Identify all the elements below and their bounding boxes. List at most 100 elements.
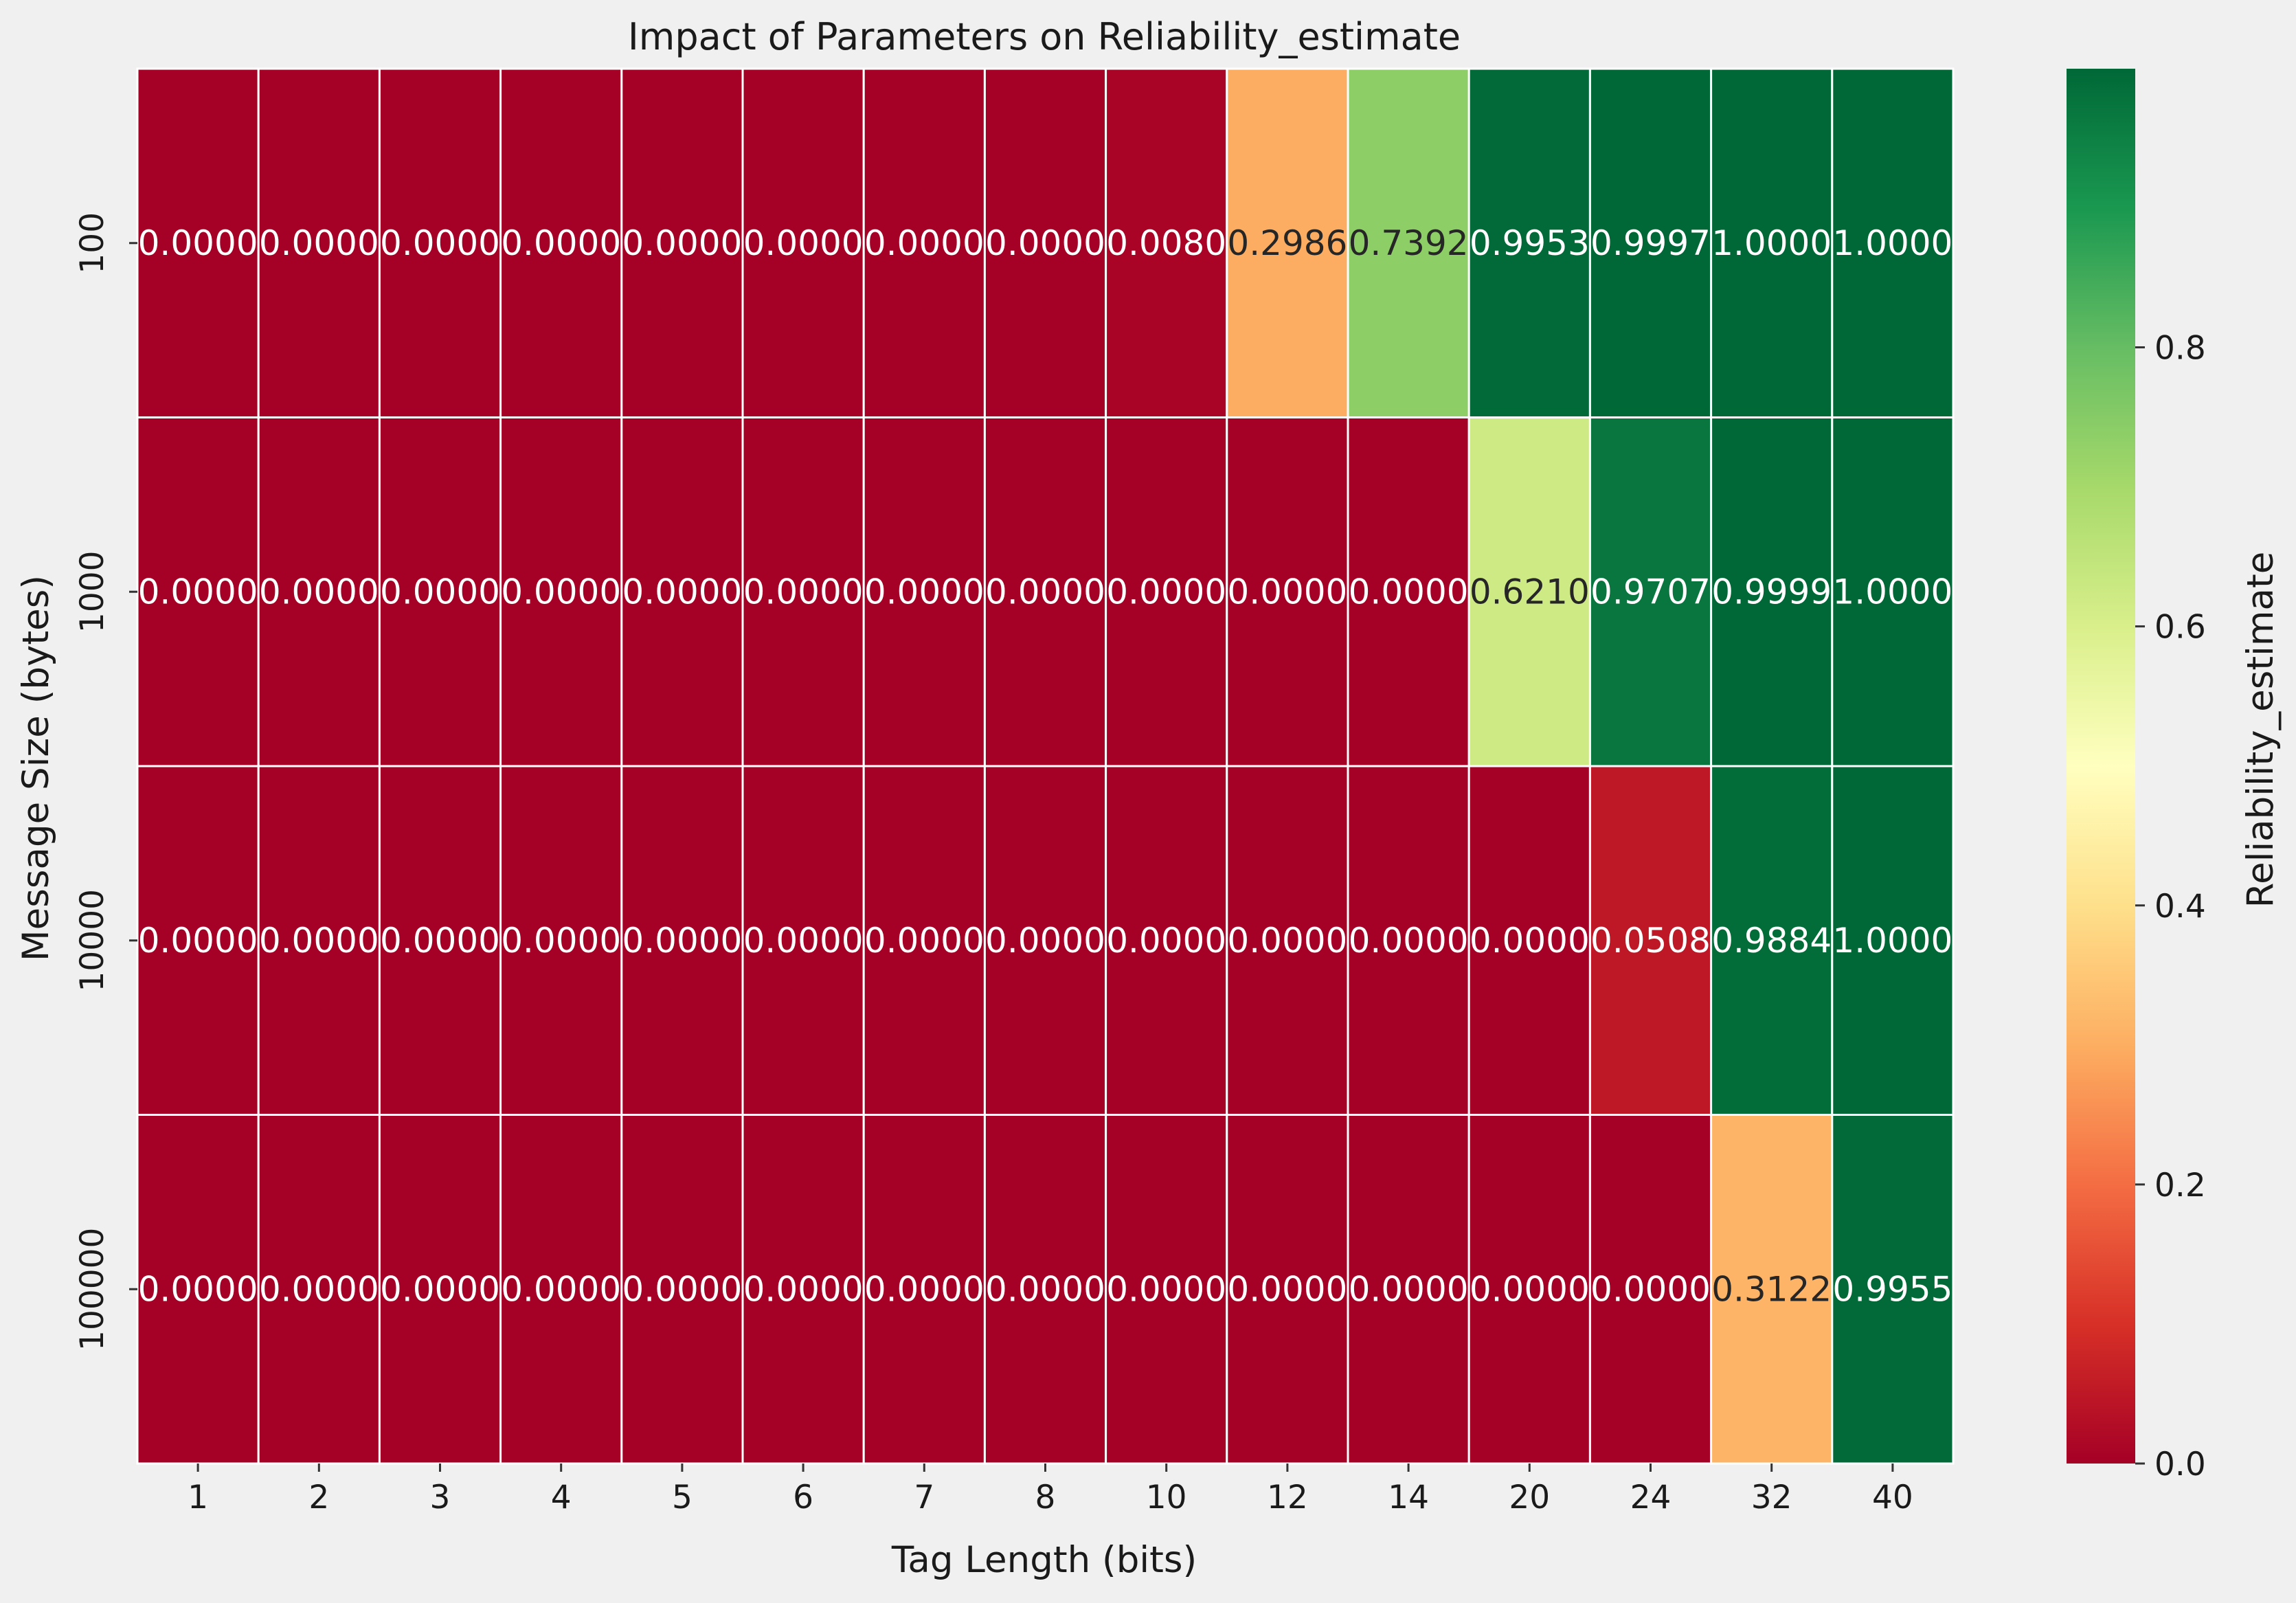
colorbar: 0.0 0.2 0.4 0.6 0.8 Reliability_estimate (2067, 69, 2282, 1483)
cell-value-label-r1-c14: 1.0000 (1832, 572, 1952, 612)
x-tick-label: 20 (1509, 1479, 1550, 1516)
heatmap-cell-r2-c4 (620, 765, 744, 1116)
cell-value-label-r1-c1: 0.0000 (259, 572, 379, 612)
cell-value-label-r2-c7: 0.0000 (985, 921, 1105, 961)
heatmap-cells: 0.0000 0.0000 0.0000 0.0000 0.0000 0.0000 0.00… (136, 67, 1955, 1465)
colorbar-gradient (2067, 69, 2135, 1464)
cell-value-label-r1-c10: 0.0000 (1349, 572, 1469, 612)
heatmap-cell-r1-c7 (983, 416, 1107, 767)
heatmap-cell-r2-c5 (741, 765, 865, 1116)
colorbar-tick-label: 0.6 (2154, 609, 2206, 647)
cell-value-label-r3-c4: 0.0000 (622, 1269, 742, 1309)
colorbar-ticks: 0.0 0.2 0.4 0.6 0.8 (2135, 330, 2206, 1483)
y-axis-label: Message Size (bytes) (15, 575, 57, 961)
cell-value-label-r2-c1: 0.0000 (259, 921, 379, 961)
heatmap-cell-r3-c1 (257, 1114, 381, 1465)
cell-value-label-r3-c2: 0.0000 (380, 1269, 500, 1309)
cell-value-label-r0-c14: 1.0000 (1832, 223, 1952, 263)
cell-value-label-r0-c0: 0.0000 (138, 223, 258, 263)
y-tick-label: 100000 (74, 1228, 111, 1351)
cell-value-label-r2-c14: 1.0000 (1832, 921, 1952, 961)
cell-value-label-r1-c13: 0.9999 (1711, 572, 1832, 612)
colorbar-tick-label: 0.8 (2154, 330, 2206, 368)
cell-value-label-r0-c13: 1.0000 (1711, 223, 1832, 263)
cell-value-label-r0-c3: 0.0000 (501, 223, 621, 263)
cell-value-label-r2-c11: 0.0000 (1470, 921, 1590, 961)
heatmap-cell-r3-c7 (983, 1114, 1107, 1465)
cell-value-label-r3-c13: 0.3122 (1711, 1269, 1832, 1309)
heatmap-cell-r1-c4 (620, 416, 744, 767)
heatmap-cell-r0-c7 (983, 67, 1107, 418)
heatmap-cell-r2-c0 (136, 765, 260, 1116)
cell-value-label-r1-c7: 0.0000 (985, 572, 1105, 612)
y-axis-ticks: 100 1000 10000 100000 (74, 212, 137, 1351)
heatmap-cell-r2-c12 (1588, 765, 1713, 1116)
heatmap-cell-r1-c11 (1467, 416, 1591, 767)
heatmap-cell-r0-c2 (378, 67, 502, 418)
heatmap-cell-r0-c3 (499, 67, 623, 418)
cell-value-label-r1-c6: 0.0000 (864, 572, 984, 612)
cell-value-label-r2-c12: 0.0508 (1590, 921, 1711, 961)
heatmap-cell-r0-c9 (1226, 67, 1349, 418)
cell-value-label-r2-c6: 0.0000 (864, 921, 984, 961)
heatmap-cell-r2-c14 (1831, 765, 1955, 1116)
heatmap-cell-r0-c5 (741, 67, 865, 418)
x-tick-label: 4 (551, 1479, 572, 1516)
cell-value-label-r3-c5: 0.0000 (743, 1269, 864, 1309)
heatmap-cell-r0-c13 (1710, 67, 1834, 418)
heatmap-cell-r0-c11 (1467, 67, 1591, 418)
cell-value-label-r1-c3: 0.0000 (501, 572, 621, 612)
heatmap-cell-r3-c3 (499, 1114, 623, 1465)
heatmap-cell-r2-c11 (1467, 765, 1591, 1116)
cell-value-label-r0-c10: 0.7392 (1349, 223, 1469, 263)
cell-value-label-r1-c11: 0.6210 (1470, 572, 1590, 612)
heatmap-cell-r3-c5 (741, 1114, 865, 1465)
heatmap-cell-r1-c5 (741, 416, 865, 767)
cell-value-label-r0-c4: 0.0000 (622, 223, 742, 263)
x-tick-label: 7 (914, 1479, 934, 1516)
cell-value-label-r0-c2: 0.0000 (380, 223, 500, 263)
heatmap-cell-r3-c4 (620, 1114, 744, 1465)
heatmap-cell-r1-c1 (257, 416, 381, 767)
x-tick-label: 6 (793, 1479, 813, 1516)
x-tick-label: 3 (430, 1479, 451, 1516)
cell-value-label-r2-c0: 0.0000 (138, 921, 258, 961)
cell-value-label-r1-c8: 0.0000 (1106, 572, 1226, 612)
cell-value-label-r1-c9: 0.0000 (1227, 572, 1347, 612)
cell-value-label-r3-c0: 0.0000 (138, 1269, 258, 1309)
cell-value-label-r0-c6: 0.0000 (864, 223, 984, 263)
heatmap-cell-r3-c8 (1105, 1114, 1228, 1465)
cell-value-label-r3-c9: 0.0000 (1227, 1269, 1347, 1309)
cell-value-label-r2-c9: 0.0000 (1227, 921, 1347, 961)
x-tick-label: 1 (188, 1479, 208, 1516)
cell-value-label-r3-c3: 0.0000 (501, 1269, 621, 1309)
heatmap-cell-r3-c0 (136, 1114, 260, 1465)
heatmap-cell-r0-c14 (1831, 67, 1955, 418)
x-tick-label: 24 (1630, 1479, 1672, 1516)
x-tick-label: 40 (1872, 1479, 1913, 1516)
cell-value-label-r3-c6: 0.0000 (864, 1269, 984, 1309)
y-tick-label: 100 (74, 212, 111, 274)
colorbar-tick-label: 0.0 (2154, 1446, 2206, 1483)
heatmap-cell-r3-c10 (1347, 1114, 1470, 1465)
heatmap-cell-r1-c13 (1710, 416, 1834, 767)
colorbar-tick-label: 0.4 (2154, 888, 2206, 926)
y-tick-label: 10000 (74, 889, 111, 992)
x-tick-label: 12 (1267, 1479, 1308, 1516)
x-tick-label: 32 (1751, 1479, 1792, 1516)
cell-value-label-r2-c13: 0.9884 (1711, 921, 1832, 961)
cell-value-label-r1-c5: 0.0000 (743, 572, 864, 612)
heatmap-cell-r1-c3 (499, 416, 623, 767)
cell-value-label-r0-c5: 0.0000 (743, 223, 864, 263)
cell-value-label-r1-c0: 0.0000 (138, 572, 258, 612)
cell-value-label-r2-c10: 0.0000 (1349, 921, 1469, 961)
colorbar-label: Reliability_estimate (2240, 552, 2282, 908)
cell-value-label-r0-c1: 0.0000 (259, 223, 379, 263)
heatmap-cell-r2-c8 (1105, 765, 1228, 1116)
heatmap-cell-r0-c12 (1588, 67, 1713, 418)
heatmap-cell-r1-c2 (378, 416, 502, 767)
cell-value-label-r1-c12: 0.9707 (1590, 572, 1711, 612)
x-axis-ticks: 1 2 3 4 5 6 7 8 10 12 14 20 24 32 40 (188, 1464, 1913, 1516)
heatmap-cell-r1-c12 (1588, 416, 1713, 767)
